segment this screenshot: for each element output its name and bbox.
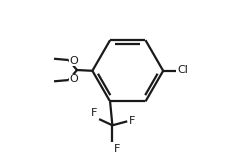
Text: O: O: [69, 74, 78, 84]
Text: O: O: [69, 56, 78, 66]
Text: F: F: [129, 116, 135, 126]
Text: F: F: [114, 144, 120, 154]
Text: Cl: Cl: [178, 66, 189, 76]
Text: F: F: [91, 108, 98, 118]
